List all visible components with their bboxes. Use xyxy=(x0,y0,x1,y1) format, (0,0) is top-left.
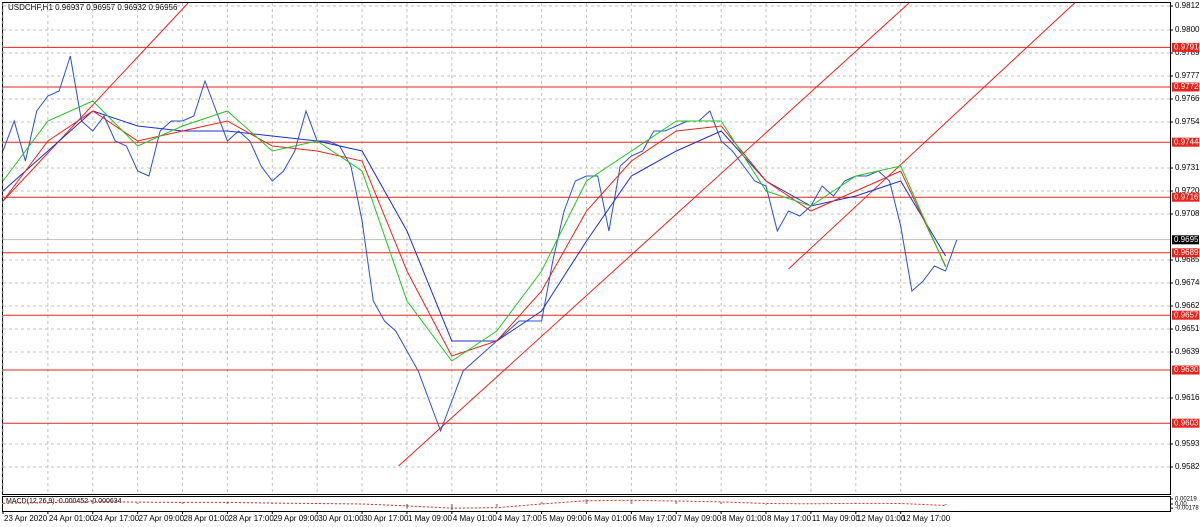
macd-bar xyxy=(720,502,723,504)
moving-average xyxy=(2,110,947,342)
level-label-box xyxy=(1172,42,1199,52)
y-tick-label: 0.95820 xyxy=(1175,462,1200,471)
macd-bar xyxy=(450,504,453,511)
macd-bar xyxy=(136,502,139,504)
macd-bar xyxy=(944,504,947,506)
level-label-box xyxy=(1172,310,1199,320)
x-tick-label: 24 Apr 01:00 xyxy=(49,514,95,523)
x-tick-label: 1 May 09:00 xyxy=(408,514,453,523)
main-panel xyxy=(2,2,1171,495)
macd-signal xyxy=(2,499,946,509)
x-tick-label: 29 Apr 09:00 xyxy=(273,514,319,523)
current-price-box xyxy=(1172,235,1199,245)
macd-y-tick-label: 0.00219 xyxy=(1175,496,1197,502)
level-label: 0.96579 xyxy=(1174,310,1200,319)
macd-bar xyxy=(585,499,588,504)
level-label-box xyxy=(1172,137,1199,147)
macd-y-tick-label: 0.00 xyxy=(1175,502,1187,508)
x-tick-label: 27 Apr 09:00 xyxy=(139,514,185,523)
current-price-label: 0.96956 xyxy=(1174,235,1200,244)
macd-bar xyxy=(2,503,4,504)
x-tick-label: 30 Apr 01:00 xyxy=(318,514,364,523)
x-tick-label: 12 May 17:00 xyxy=(902,514,951,523)
y-tick-label: 0.95935 xyxy=(1175,439,1200,448)
y-tick-label: 0.97545 xyxy=(1175,117,1200,126)
macd-title: MACD(12,26,9) -0.000452 -0.000634 xyxy=(6,498,122,505)
macd-bar xyxy=(540,502,543,504)
x-tick-label: 12 May 01:00 xyxy=(857,514,906,523)
x-tick-label: 4 May 17:00 xyxy=(498,514,543,523)
level-label: 0.96305 xyxy=(1174,365,1200,374)
price-line xyxy=(2,55,958,433)
y-tick-label: 0.97775 xyxy=(1175,71,1200,80)
macd-bar xyxy=(495,504,498,507)
trend-line xyxy=(398,2,910,467)
level-label: 0.97918 xyxy=(1174,43,1200,52)
macd-y-tick-label: -0.00178 xyxy=(1175,506,1199,512)
macd-bar xyxy=(226,502,229,504)
y-tick-label: 0.97085 xyxy=(1175,209,1200,218)
x-tick-label: 7 May 09:00 xyxy=(677,514,722,523)
y-tick-label: 0.96855 xyxy=(1175,255,1200,264)
level-label: 0.97444 xyxy=(1174,137,1200,146)
x-tick-label: 23 Apr 2020 xyxy=(4,514,48,523)
level-label-box xyxy=(1172,365,1199,375)
x-tick-label: 8 May 17:00 xyxy=(767,514,812,523)
x-tick-label: 24 Apr 17:00 xyxy=(94,514,140,523)
macd-bar xyxy=(91,501,94,504)
level-label-box xyxy=(1172,192,1199,202)
chart-title: USDCHF,H1 0.96937 0.96957 0.96932 0.9695… xyxy=(8,3,178,12)
x-tick-label: 6 May 17:00 xyxy=(632,514,677,523)
x-tick-label: 4 May 01:00 xyxy=(453,514,498,523)
y-tick-label: 0.97315 xyxy=(1175,163,1200,172)
y-tick-label: 0.96165 xyxy=(1175,393,1200,402)
y-tick-label: 0.98125 xyxy=(1175,1,1200,10)
level-label-box xyxy=(1172,418,1199,428)
y-tick-label: 0.98005 xyxy=(1175,25,1200,34)
macd-bar xyxy=(181,502,184,504)
level-label-box xyxy=(1172,248,1199,258)
y-tick-label: 0.96395 xyxy=(1175,347,1200,356)
macd-bar xyxy=(675,501,678,504)
x-tick-label: 11 May 09:00 xyxy=(812,514,860,523)
x-tick-label: 6 May 01:00 xyxy=(588,514,633,523)
y-tick-label: 0.96625 xyxy=(1175,301,1200,310)
macd-bar xyxy=(630,500,633,504)
macd-bar xyxy=(765,504,768,505)
level-label: 0.97169 xyxy=(1174,192,1200,201)
level-label-box xyxy=(1172,82,1199,92)
level-label: 0.96891 xyxy=(1174,248,1200,257)
x-tick-label: 30 Apr 17:00 xyxy=(363,514,409,523)
x-tick-label: 28 Apr 17:00 xyxy=(228,514,274,523)
level-label: 0.96039 xyxy=(1174,418,1200,427)
x-tick-label: 8 May 01:00 xyxy=(722,514,767,523)
trend-line xyxy=(2,2,189,202)
x-tick-label: 5 May 09:00 xyxy=(543,514,588,523)
moving-average xyxy=(2,100,947,362)
x-tick-label: 28 Apr 01:00 xyxy=(184,514,230,523)
